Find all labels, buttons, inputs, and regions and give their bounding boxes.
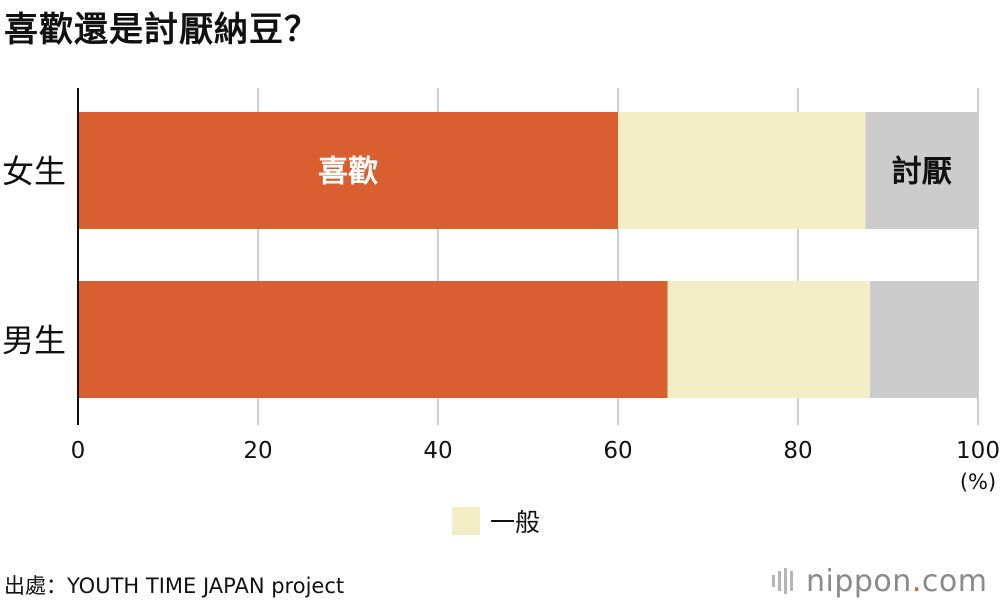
x-tick-label: 20 — [243, 438, 272, 464]
brand-mark-icon — [772, 568, 793, 594]
category-label: 女生 — [2, 153, 66, 191]
bars — [78, 112, 978, 398]
source-note: 出處：YOUTH TIME JAPAN project — [4, 574, 345, 598]
x-tick-label: 40 — [423, 438, 452, 464]
brand-suffix: com — [921, 563, 988, 599]
x-tick-label: 80 — [783, 438, 812, 464]
brand-name-main: nippon — [806, 563, 912, 599]
bar-一般-男生 — [667, 281, 870, 398]
brand-name: nippon.com — [806, 564, 987, 599]
category-label: 男生 — [2, 322, 66, 360]
x-unit-label: (%) — [960, 470, 996, 494]
legend-label: 一般 — [490, 508, 541, 537]
x-tick-label: 60 — [603, 438, 632, 464]
x-tick-label: 100 — [956, 438, 1000, 464]
chart-title: 喜歡還是討厭納豆？ — [4, 10, 319, 50]
bar-喜歡-女生 — [78, 112, 618, 229]
brand-logo: nippon.com — [770, 562, 987, 600]
bar-喜歡-男生 — [78, 281, 668, 398]
bar-label-喜歡: 喜歡 — [318, 155, 378, 190]
bar-討厭-男生 — [870, 281, 978, 398]
bar-討厭-女生 — [865, 112, 978, 229]
legend-swatch — [452, 507, 480, 535]
x-tick-label: 0 — [71, 438, 86, 464]
legend: 一般 — [452, 505, 540, 537]
bar-一般-女生 — [618, 112, 866, 229]
bar-label-討厭: 討厭 — [892, 155, 952, 190]
brand-dot: . — [911, 563, 922, 599]
